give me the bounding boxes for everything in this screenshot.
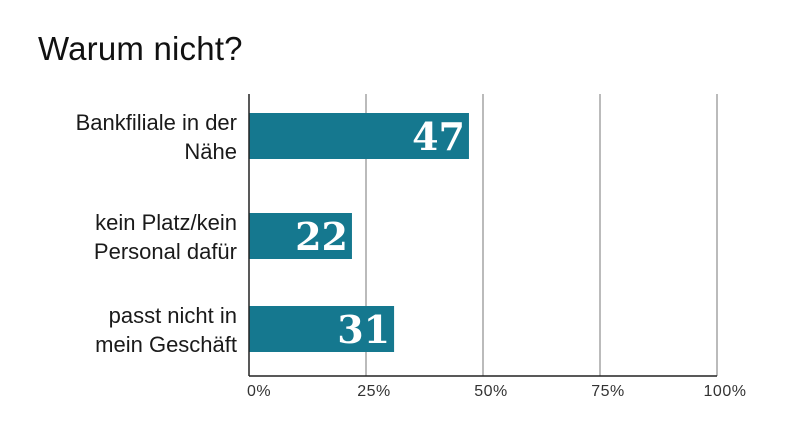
category-label-3: passt nicht in mein Geschäft: [95, 303, 237, 357]
category-label-3-line-2: mein Geschäft: [95, 332, 237, 357]
value-label-3: 31: [337, 307, 390, 352]
bars: 47 22 31: [249, 113, 469, 352]
axes: [248, 94, 717, 377]
tick-labels: 0% 25% 50% 75% 100%: [247, 383, 746, 400]
value-label-1: 47: [412, 114, 465, 159]
tick-label-50: 50%: [474, 383, 508, 400]
tick-label-75: 75%: [591, 383, 625, 400]
category-label-1: Bankfiliale in der Nähe: [76, 110, 237, 164]
bar-1: [249, 113, 469, 159]
chart-title: Warum nicht?: [38, 30, 243, 67]
tick-label-0: 0%: [247, 383, 271, 400]
category-label-1-line-1: Bankfiliale in der: [76, 110, 237, 135]
category-label-1-line-2: Nähe: [184, 139, 237, 164]
category-label-2-line-1: kein Platz/kein: [95, 210, 237, 235]
category-label-2-line-2: Personal dafür: [94, 239, 237, 264]
bar-2: [249, 213, 352, 259]
category-label-2: kein Platz/kein Personal dafür: [94, 210, 237, 264]
category-labels: Bankfiliale in der Nähe kein Platz/kein Per…: [76, 110, 237, 357]
category-label-3-line-1: passt nicht in: [109, 303, 237, 328]
bar-3: [249, 306, 395, 352]
value-label-2: 22: [295, 214, 348, 259]
tick-label-100: 100%: [704, 383, 747, 400]
tick-label-25: 25%: [357, 383, 391, 400]
